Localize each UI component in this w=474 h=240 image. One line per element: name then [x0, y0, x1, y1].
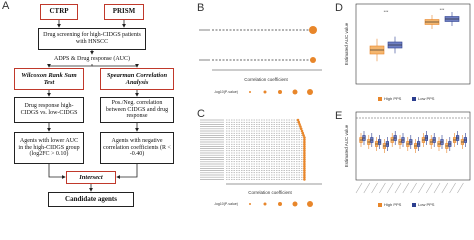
plot-frame	[355, 3, 471, 85]
legend-dot	[263, 90, 267, 94]
axis-title: Estimated AUC value	[344, 124, 349, 167]
arrow	[48, 164, 66, 179]
tick-label	[441, 182, 449, 194]
dot	[309, 26, 317, 34]
dot	[303, 173, 306, 177]
significance: ***	[384, 9, 389, 14]
dot	[310, 57, 316, 63]
plot-frame	[355, 111, 471, 181]
axis-title: Correlation coefficient	[248, 190, 292, 195]
legend-label: High PPS	[384, 202, 402, 207]
figure: B Correlation coefficient -log10(P-value) C…	[2, 0, 471, 207]
legend-label: High PPS	[384, 96, 402, 101]
arrow	[92, 63, 139, 68]
panel-label: B	[197, 2, 204, 14]
dot	[303, 171, 306, 175]
legend-swatch	[412, 97, 416, 101]
dot	[299, 127, 303, 131]
dot	[303, 167, 306, 170]
step-box: Drug screening for high-CIDGS patients w…	[38, 28, 146, 50]
dot	[303, 158, 306, 161]
dot	[296, 118, 300, 122]
dot	[303, 147, 306, 150]
dot	[303, 136, 306, 139]
legend-dot	[249, 91, 251, 93]
arrow	[47, 63, 93, 68]
legend-swatch	[378, 203, 382, 207]
dot	[297, 120, 301, 124]
method-box: Spearman Correlation Analysis	[100, 68, 174, 90]
dot	[303, 149, 306, 153]
tick-label	[355, 182, 363, 194]
plots: B Correlation coefficient -log10(P-value) C…	[47, 2, 471, 207]
dot	[301, 131, 305, 135]
step-box: Pos./Neg. correlation between CIDGS and …	[100, 97, 174, 123]
dot	[303, 156, 306, 159]
legend-dot	[292, 201, 298, 207]
legend-dot	[307, 89, 313, 95]
tick-label	[394, 182, 402, 194]
dot	[303, 153, 306, 157]
dot	[303, 151, 306, 155]
axis-title: Estimated AUC value	[344, 22, 349, 65]
tick-label	[402, 182, 410, 194]
legend-label: Low PPS	[418, 202, 435, 207]
legend-swatch	[412, 203, 416, 207]
legend-dot	[249, 203, 251, 205]
legend-dot	[278, 90, 282, 94]
source-box: PRISM	[104, 4, 144, 20]
legend-dot	[292, 89, 298, 95]
legend-dot	[263, 202, 267, 206]
legend-label: Low PPS	[418, 96, 435, 101]
intersect-box: Intersect	[66, 171, 116, 184]
axis-title: Correlation coefficient	[244, 77, 288, 82]
tick-label	[410, 182, 417, 194]
legend-dot	[307, 201, 313, 207]
tick-label	[363, 182, 371, 194]
panel-label: E	[335, 110, 342, 122]
legend-swatch	[378, 97, 382, 101]
arrow	[116, 164, 138, 179]
dot	[303, 178, 306, 181]
dot	[300, 129, 304, 133]
panel-label: A	[2, 0, 10, 12]
tick-label	[371, 182, 378, 194]
tick-label	[386, 182, 394, 194]
dot	[303, 164, 306, 168]
dot	[303, 140, 306, 144]
dot	[303, 142, 306, 146]
panel-label: D	[335, 2, 343, 14]
legend-title: -log10(P-value)	[214, 202, 238, 206]
tick-label	[418, 182, 425, 194]
result-box: Candidate agents	[48, 192, 134, 207]
method-box: Wilcoxon Rank Sum Test	[14, 68, 84, 90]
tick-label	[457, 182, 464, 194]
dot	[299, 125, 302, 128]
dot	[302, 134, 305, 137]
dot	[303, 145, 306, 148]
step-text: ADPS & Drug response (AUC)	[54, 55, 130, 62]
dot	[303, 160, 306, 164]
dot	[303, 175, 306, 179]
panel-label: C	[197, 108, 205, 120]
tick-label	[449, 182, 456, 194]
significance: ***	[440, 7, 445, 12]
step-box: Agents with lower AUC in the high-CIDGS …	[14, 132, 84, 164]
legend-dot	[278, 202, 282, 206]
step-box: Drug response high-CIDGS vs. low-CIDGS	[14, 97, 84, 123]
step-box: Agents with negative correlation coeffic…	[100, 132, 174, 164]
dot	[303, 138, 306, 142]
dot	[303, 169, 306, 172]
dot	[303, 162, 306, 166]
source-box: CTRP	[40, 4, 78, 20]
tick-label	[425, 182, 433, 194]
legend-title: -log10(P-value)	[214, 90, 238, 94]
tick-label	[433, 182, 441, 194]
dot	[298, 123, 301, 126]
tick-label	[379, 182, 386, 194]
